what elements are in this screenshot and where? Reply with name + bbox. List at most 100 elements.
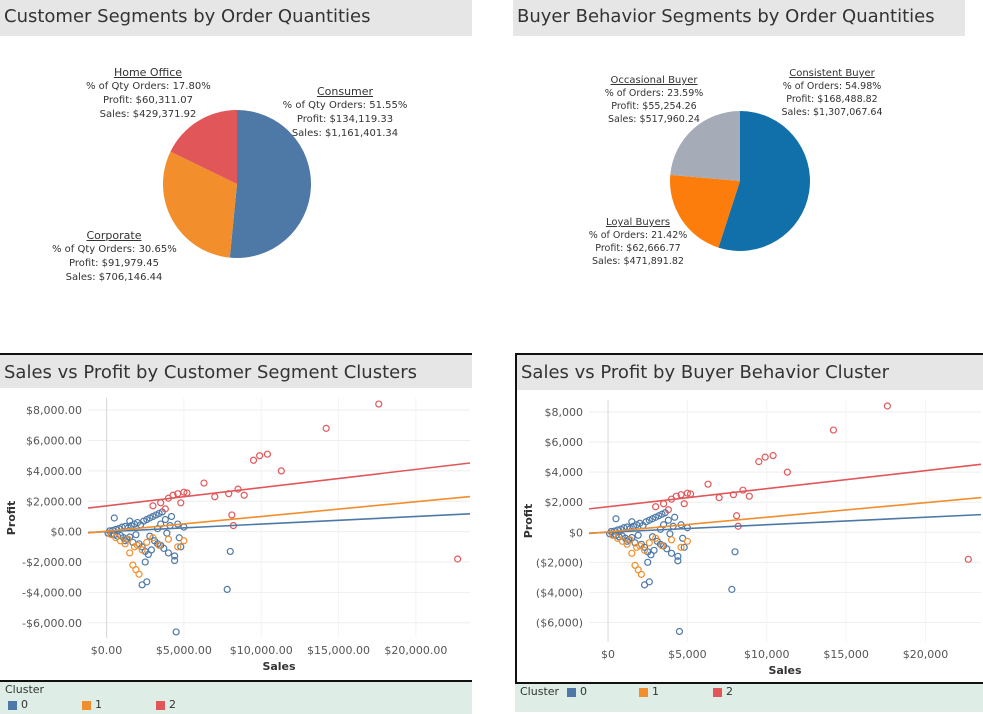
scatter-point-cluster-1[interactable] xyxy=(155,541,163,549)
scatter-point-cluster-2[interactable] xyxy=(783,468,791,476)
scatter-point-cluster-0[interactable] xyxy=(664,516,672,524)
scatter-point-cluster-0[interactable] xyxy=(674,557,682,565)
scatter-point-cluster-2[interactable] xyxy=(883,402,891,410)
scatter-point-cluster-0[interactable] xyxy=(167,512,176,521)
scatter-point-cluster-0[interactable] xyxy=(226,547,234,556)
scatter-point-cluster-2[interactable] xyxy=(664,506,672,514)
scatter-point-cluster-2[interactable] xyxy=(277,467,285,475)
scatter-point-cluster-0[interactable] xyxy=(645,578,653,586)
scatter-point-cluster-2[interactable] xyxy=(715,494,723,502)
scatter-point-cluster-0[interactable] xyxy=(680,543,688,551)
scatter-point-cluster-0[interactable] xyxy=(132,531,140,539)
scatter-point-cluster-0[interactable] xyxy=(141,558,149,566)
scatter-point-cluster-0[interactable] xyxy=(161,515,169,524)
scatter-point-cluster-0[interactable] xyxy=(171,556,179,565)
scatter-point-cluster-2[interactable] xyxy=(256,452,264,460)
scatter-point-cluster-2[interactable] xyxy=(683,489,691,497)
scatter-point-cluster-0[interactable] xyxy=(634,531,642,539)
scatter-point-cluster-2[interactable] xyxy=(240,491,248,499)
scatter-point-cluster-0[interactable] xyxy=(674,552,682,560)
pie-slice-consistent-buyer[interactable] xyxy=(718,111,810,251)
scatter-point-cluster-0[interactable] xyxy=(671,513,679,521)
scatter-point-cluster-0[interactable] xyxy=(667,549,676,557)
scatter-point-cluster-0[interactable] xyxy=(126,517,134,525)
legend-item-cluster-0[interactable]: 0 xyxy=(8,698,28,711)
scatter-point-cluster-0[interactable] xyxy=(628,518,636,526)
scatter-point-cluster-0[interactable] xyxy=(666,530,674,538)
scatter-point-cluster-2[interactable] xyxy=(149,502,157,510)
scatter-point-cluster-2[interactable] xyxy=(769,452,777,460)
scatter-point-cluster-0[interactable] xyxy=(675,627,684,636)
legend-item-cluster-0[interactable]: 0 xyxy=(567,685,587,698)
scatter-point-cluster-2[interactable] xyxy=(680,500,688,508)
scatter-point-cluster-1[interactable] xyxy=(645,539,653,547)
scatter-point-cluster-2[interactable] xyxy=(322,424,330,432)
scatter-point-cluster-1[interactable] xyxy=(174,543,182,551)
scatter-point-cluster-2[interactable] xyxy=(249,456,258,464)
scatter-point-cluster-2[interactable] xyxy=(375,400,383,408)
scatter-point-cluster-1[interactable] xyxy=(626,536,634,544)
scatter-point-cluster-1[interactable] xyxy=(636,542,644,550)
scatter-point-cluster-0[interactable] xyxy=(110,514,118,522)
scatter-point-cluster-2[interactable] xyxy=(211,493,219,501)
scatter-point-cluster-1[interactable] xyxy=(143,538,151,546)
pie-slice-loyal-buyers[interactable] xyxy=(670,174,740,248)
scatter-point-cluster-1[interactable] xyxy=(126,549,134,557)
scatter-point-cluster-0[interactable] xyxy=(143,578,151,586)
scatter-point-cluster-1[interactable] xyxy=(667,536,676,544)
scatter-point-cluster-2[interactable] xyxy=(234,485,242,493)
scatter-point-cluster-0[interactable] xyxy=(172,628,180,636)
pie-slice-occasional-buyer[interactable] xyxy=(670,111,740,181)
scatter-point-cluster-1[interactable] xyxy=(133,541,142,549)
scatter-point-cluster-1[interactable] xyxy=(640,546,649,554)
scatter-point-cluster-1[interactable] xyxy=(135,570,143,578)
legend-item-cluster-2[interactable]: 2 xyxy=(713,685,733,698)
scatter-point-cluster-1[interactable] xyxy=(683,537,691,545)
scatter-point-cluster-2[interactable] xyxy=(454,555,462,563)
scatter-point-cluster-1[interactable] xyxy=(677,543,685,551)
scatter-point-cluster-2[interactable] xyxy=(739,486,747,494)
scatter-point-cluster-2[interactable] xyxy=(704,480,712,488)
pie-slice-home-office[interactable] xyxy=(170,110,237,184)
scatter-point-cluster-2[interactable] xyxy=(732,512,741,520)
scatter-point-cluster-1[interactable] xyxy=(138,546,146,554)
scatter-point-cluster-0[interactable] xyxy=(177,543,185,551)
scatter-point-cluster-2[interactable] xyxy=(228,511,236,519)
scatter-point-cluster-2[interactable] xyxy=(263,450,272,458)
scatter-point-cluster-2[interactable] xyxy=(200,479,208,487)
scatter-point-cluster-1[interactable] xyxy=(180,537,188,545)
scatter-point-cluster-2[interactable] xyxy=(652,503,660,511)
scatter-point-cluster-0[interactable] xyxy=(171,552,179,560)
scatter-point-cluster-1[interactable] xyxy=(149,534,157,542)
scatter-point-cluster-0[interactable] xyxy=(223,585,231,593)
scatter-point-cluster-0[interactable] xyxy=(164,549,173,557)
legend-item-cluster-2[interactable]: 2 xyxy=(156,698,176,711)
scatter-point-cluster-1[interactable] xyxy=(637,570,645,578)
scatter-point-cluster-2[interactable] xyxy=(161,505,169,513)
scatter-point-cluster-2[interactable] xyxy=(745,492,753,500)
scatter-point-cluster-2[interactable] xyxy=(755,458,763,466)
pie-slice-corporate[interactable] xyxy=(163,151,237,258)
scatter-point-cluster-1[interactable] xyxy=(658,542,666,550)
scatter-point-cluster-0[interactable] xyxy=(644,558,652,566)
legend-item-cluster-1[interactable]: 1 xyxy=(639,685,659,698)
scatter-point-cluster-2[interactable] xyxy=(180,488,188,496)
scatter-point-cluster-2[interactable] xyxy=(659,500,668,508)
scatter-point-cluster-0[interactable] xyxy=(650,546,658,554)
scatter-point-cluster-2[interactable] xyxy=(761,453,769,461)
scatter-point-cluster-2[interactable] xyxy=(964,555,972,563)
scatter-point-cluster-2[interactable] xyxy=(177,499,185,507)
scatter-point-cluster-1[interactable] xyxy=(124,535,132,543)
scatter-point-cluster-0[interactable] xyxy=(728,585,736,593)
pie-slice-consumer[interactable] xyxy=(229,110,311,258)
scatter-point-cluster-0[interactable] xyxy=(163,529,171,537)
scatter-point-cluster-1[interactable] xyxy=(164,535,173,543)
scatter-point-cluster-2[interactable] xyxy=(829,426,838,434)
scatter-point-cluster-0[interactable] xyxy=(731,548,739,556)
scatter-point-cluster-0[interactable] xyxy=(612,515,620,523)
scatter-point-cluster-2[interactable] xyxy=(157,499,165,507)
scatter-point-cluster-0[interactable] xyxy=(147,546,156,554)
legend-item-cluster-1[interactable]: 1 xyxy=(82,698,102,711)
scatter-point-cluster-1[interactable] xyxy=(628,549,636,557)
scatter-point-cluster-1[interactable] xyxy=(652,534,660,542)
